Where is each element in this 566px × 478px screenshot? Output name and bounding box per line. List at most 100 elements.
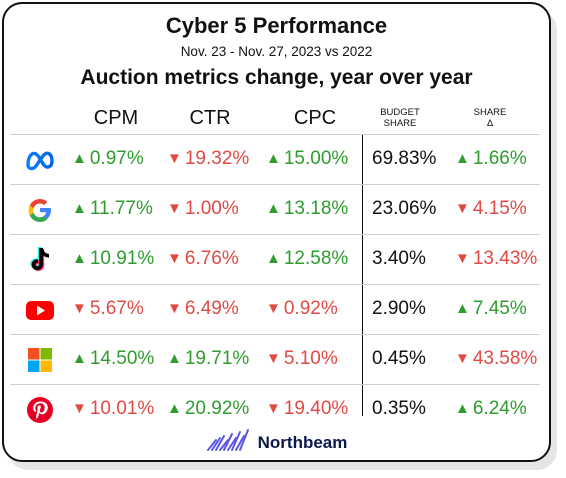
- arrow-icon: ▲: [455, 300, 470, 317]
- table-row: ▲ 14.50% ▲ 19.71% ▼ 5.10% 0.45% ▼ 43.58%: [10, 334, 540, 385]
- ctr-value: 19.71%: [184, 348, 250, 369]
- ctr-value: 19.32%: [184, 148, 250, 169]
- share-delta-value: 7.45%: [472, 298, 527, 319]
- ctr-cell: ▼ 1.00%: [167, 197, 239, 221]
- column-header-ctr: CTR: [189, 107, 231, 129]
- cpm-cell: ▲ 11.77%: [72, 197, 153, 221]
- cpm-cell: ▼ 10.01%: [72, 397, 154, 421]
- arrow-icon: ▼: [266, 350, 281, 367]
- northbeam-logo-icon: [206, 428, 250, 457]
- cpm-value: 5.67%: [89, 298, 144, 319]
- ctr-cell: ▼ 19.32%: [167, 147, 249, 171]
- share-delta-cell: ▲ 7.45%: [455, 297, 527, 321]
- card-title: Cyber 5 Performance: [165, 13, 388, 38]
- ctr-value: 20.92%: [184, 398, 250, 419]
- date-range-subtitle: Nov. 23 - Nov. 27, 2023 vs 2022: [180, 44, 373, 59]
- cpc-value: 19.40%: [283, 398, 349, 419]
- budget-share-label-line1: BUDGET: [380, 107, 420, 118]
- ctr-value: 1.00%: [184, 198, 239, 219]
- ctr-cell: ▲ 20.92%: [167, 397, 249, 421]
- ctr-value: 6.76%: [184, 248, 239, 269]
- arrow-icon: ▲: [72, 250, 87, 267]
- arrow-icon: ▲: [72, 150, 87, 167]
- arrow-icon: ▼: [455, 350, 470, 367]
- share-delta-label-line1: SHARE: [473, 107, 507, 118]
- ctr-cell: ▼ 6.49%: [167, 297, 239, 321]
- cpm-cell: ▼ 5.67%: [72, 297, 144, 321]
- cpc-value: 0.92%: [283, 298, 338, 319]
- arrow-icon: ▼: [455, 200, 470, 217]
- section-heading: Auction metrics change, year over year: [80, 66, 473, 89]
- table-row: ▲ 11.77% ▼ 1.00% ▲ 13.18% 23.06% ▼ 4.15%: [10, 184, 540, 235]
- brand-name: Northbeam: [257, 432, 348, 452]
- arrow-icon: ▲: [266, 250, 281, 267]
- share-delta-value: 4.15%: [472, 198, 527, 219]
- arrow-icon: ▲: [167, 400, 182, 417]
- pinterest-icon: [24, 395, 56, 425]
- ctr-value: 6.49%: [184, 298, 239, 319]
- tiktok-icon: [24, 245, 56, 275]
- table-row: ▼ 5.67% ▼ 6.49% ▼ 0.92% 2.90% ▲ 7.45%: [10, 284, 540, 335]
- cpm-value: 11.77%: [89, 198, 153, 219]
- cpm-cell: ▲ 0.97%: [72, 147, 144, 171]
- arrow-icon: ▲: [167, 350, 182, 367]
- arrow-icon: ▲: [72, 200, 87, 217]
- table-row: ▲ 10.91% ▼ 6.76% ▲ 12.58% 3.40% ▼ 13.43%: [10, 234, 540, 285]
- youtube-icon: [24, 295, 56, 325]
- cpc-cell: ▲ 15.00%: [266, 147, 348, 171]
- share-delta-cell: ▲ 6.24%: [455, 397, 527, 421]
- budget-share-cell: 69.83%: [372, 148, 437, 169]
- cpm-value: 14.50%: [89, 348, 155, 369]
- ctr-cell: ▼ 6.76%: [167, 247, 239, 271]
- arrow-icon: ▼: [167, 200, 182, 217]
- arrow-icon: ▲: [266, 150, 281, 167]
- cpc-cell: ▼ 5.10%: [266, 347, 338, 371]
- column-header-cpc: CPC: [293, 107, 337, 129]
- share-delta-value: 1.66%: [472, 148, 527, 169]
- google-icon: [24, 195, 56, 225]
- cpm-value: 10.01%: [89, 398, 155, 419]
- arrow-icon: ▼: [167, 300, 182, 317]
- share-delta-value: 13.43%: [472, 248, 538, 269]
- arrow-icon: ▲: [455, 400, 470, 417]
- share-delta-label-line2: Δ: [486, 118, 494, 129]
- share-delta-value: 6.24%: [472, 398, 527, 419]
- cpm-cell: ▲ 10.91%: [72, 247, 154, 271]
- budget-share-cell: 3.40%: [372, 248, 426, 269]
- share-delta-cell: ▼ 4.15%: [455, 197, 527, 221]
- arrow-icon: ▼: [72, 300, 87, 317]
- arrow-icon: ▼: [72, 400, 87, 417]
- cpm-cell: ▲ 14.50%: [72, 347, 154, 371]
- cpc-cell: ▲ 12.58%: [266, 247, 348, 271]
- arrow-icon: ▼: [455, 250, 470, 267]
- cpc-cell: ▼ 0.92%: [266, 297, 338, 321]
- column-header-share-delta: SHARE Δ: [474, 107, 507, 129]
- share-delta-cell: ▼ 13.43%: [455, 247, 537, 271]
- share-delta-cell: ▲ 1.66%: [455, 147, 527, 171]
- ctr-cell: ▲ 19.71%: [167, 347, 249, 371]
- cpc-value: 15.00%: [283, 148, 349, 169]
- microsoft-icon: [24, 345, 56, 375]
- column-header-cpm: CPM: [93, 107, 139, 129]
- cpm-value: 10.91%: [89, 248, 155, 269]
- arrow-icon: ▲: [455, 150, 470, 167]
- column-divider: [362, 134, 363, 416]
- budget-share-cell: 23.06%: [372, 198, 437, 219]
- table-row: ▲ 0.97% ▼ 19.32% ▲ 15.00% 69.83% ▲ 1.66%: [10, 134, 540, 185]
- arrow-icon: ▼: [266, 400, 281, 417]
- cpc-value: 12.58%: [283, 248, 349, 269]
- arrow-icon: ▼: [167, 250, 182, 267]
- cpc-cell: ▲ 13.18%: [266, 197, 348, 221]
- budget-share-cell: 2.90%: [372, 298, 426, 319]
- budget-share-label-line2: SHARE: [383, 118, 417, 129]
- table-row: ▼ 10.01% ▲ 20.92% ▼ 19.40% 0.35% ▲ 6.24%: [10, 384, 540, 435]
- budget-share-cell: 0.45%: [372, 348, 426, 369]
- performance-card: Cyber 5 Performance Nov. 23 - Nov. 27, 2…: [2, 2, 551, 462]
- cpc-value: 5.10%: [283, 348, 338, 369]
- column-header-budget-share: BUDGET SHARE: [380, 107, 420, 129]
- arrow-icon: ▲: [72, 350, 87, 367]
- share-delta-cell: ▼ 43.58%: [455, 347, 537, 371]
- cpc-value: 13.18%: [283, 198, 349, 219]
- cpc-cell: ▼ 19.40%: [266, 397, 348, 421]
- share-delta-value: 43.58%: [472, 348, 538, 369]
